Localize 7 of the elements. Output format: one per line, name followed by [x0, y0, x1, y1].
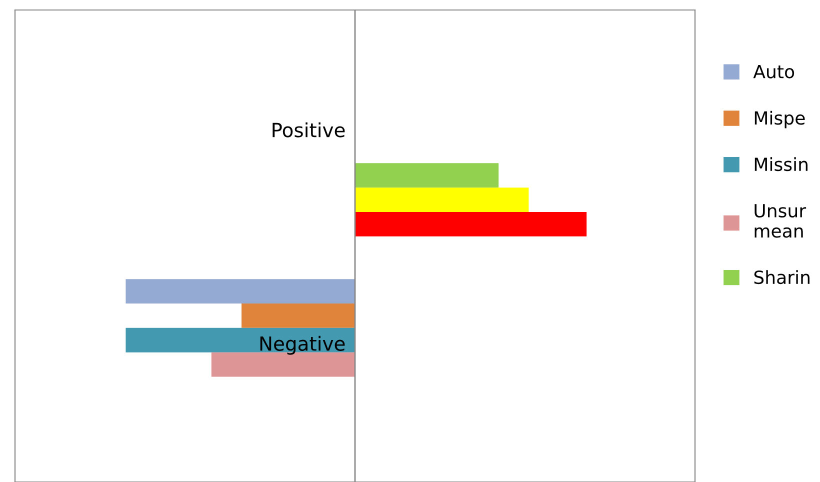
legend-label: Sharin	[754, 270, 810, 284]
legend-label: Auto	[753, 65, 794, 78]
legend-label: Missin	[754, 157, 808, 172]
y-tick-label: Negative	[260, 336, 345, 355]
legend-label: Mispe	[754, 110, 805, 128]
legend-label: Unsur mean	[754, 204, 806, 238]
y-tick-label: Positive	[272, 122, 345, 138]
